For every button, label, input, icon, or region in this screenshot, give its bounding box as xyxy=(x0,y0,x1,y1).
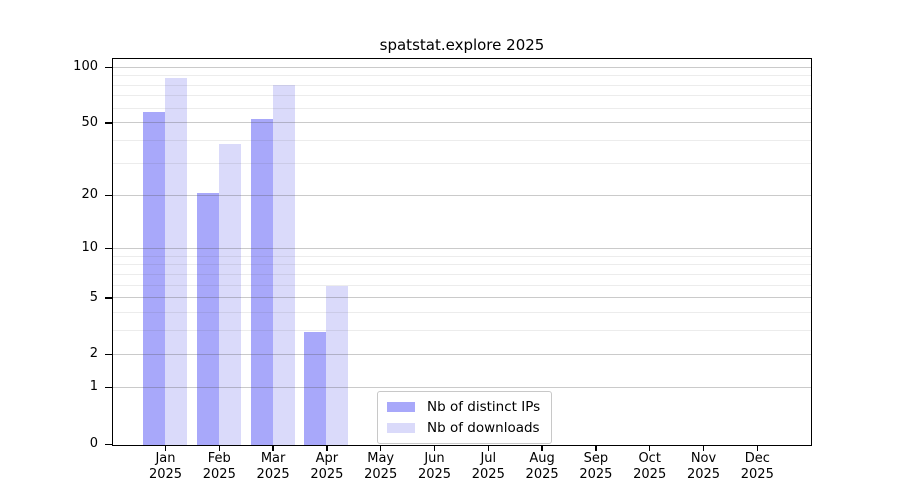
y-tick-label: 10 xyxy=(81,240,98,256)
x-tick xyxy=(541,446,543,451)
x-tick-year: 2025 xyxy=(202,467,236,482)
x-tick xyxy=(272,446,274,451)
x-tick-label: Nov 2025 xyxy=(672,451,736,483)
y-tick-label: 20 xyxy=(81,187,98,203)
x-tick-year: 2025 xyxy=(417,467,452,482)
x-tick-year: 2025 xyxy=(525,467,559,482)
x-tick xyxy=(487,446,490,451)
legend-label-distinct-ips: Nb of distinct IPs xyxy=(427,399,541,415)
x-tick-label: Oct 2025 xyxy=(618,451,682,483)
x-tick-year: 2025 xyxy=(148,467,183,482)
x-tick-year: 2025 xyxy=(740,467,774,482)
x-tick-label: Mar 2025 xyxy=(241,451,305,483)
y-tick-label: 1 xyxy=(89,379,98,395)
x-tick-month: Oct xyxy=(638,451,661,466)
legend-row-downloads: Nb of downloads xyxy=(387,420,540,436)
y-tick-label: 0 xyxy=(89,436,98,451)
x-tick-label: May 2025 xyxy=(349,451,413,483)
legend-label-downloads: Nb of downloads xyxy=(427,420,540,436)
x-tick-label: Jan 2025 xyxy=(134,451,198,483)
x-tick xyxy=(433,446,436,451)
y-tick xyxy=(105,443,112,445)
x-tick xyxy=(218,446,221,451)
y-tick xyxy=(105,66,112,69)
minor-gridline xyxy=(113,84,811,86)
y-tick xyxy=(105,297,112,299)
x-tick-label: Apr 2025 xyxy=(295,451,359,483)
x-tick xyxy=(702,446,705,451)
minor-gridline xyxy=(113,95,811,97)
plot-area xyxy=(112,58,812,446)
bar-downloads-apr xyxy=(326,286,349,445)
legend-swatch-downloads xyxy=(387,423,415,433)
y-tick xyxy=(105,194,112,197)
x-tick-label: Jun 2025 xyxy=(403,451,467,483)
minor-gridline xyxy=(113,163,811,165)
x-tick xyxy=(164,446,167,451)
x-tick-month: Jan xyxy=(155,451,176,466)
y-tick xyxy=(105,386,112,389)
bar-distinct-ips-feb xyxy=(196,192,219,445)
x-tick-year: 2025 xyxy=(310,467,344,482)
x-tick-month: Feb xyxy=(207,451,231,466)
x-tick-month: Aug xyxy=(529,451,555,466)
bar-downloads-mar xyxy=(272,85,295,445)
x-tick-year: 2025 xyxy=(686,467,721,482)
y-tick-label: 100 xyxy=(73,59,98,75)
x-tick-label: Sep 2025 xyxy=(564,451,628,483)
legend-row-distinct-ips: Nb of distinct IPs xyxy=(387,399,540,415)
x-tick xyxy=(379,446,382,451)
x-tick-month: Jun xyxy=(424,451,445,466)
y-tick xyxy=(105,122,112,124)
major-gridline xyxy=(113,122,811,124)
minor-gridline xyxy=(113,75,811,77)
minor-gridline xyxy=(113,140,811,142)
x-tick-month: Sep xyxy=(583,451,609,466)
x-tick-label: Jul 2025 xyxy=(456,451,520,483)
y-tick xyxy=(105,353,112,356)
bar-downloads-jan xyxy=(165,77,187,445)
x-tick-year: 2025 xyxy=(579,467,613,482)
x-tick xyxy=(756,446,759,451)
minor-gridline xyxy=(113,107,811,109)
bar-distinct-ips-jan xyxy=(143,112,165,445)
y-tick-label: 5 xyxy=(89,289,98,305)
x-tick-year: 2025 xyxy=(471,467,505,482)
legend-swatch-distinct-ips xyxy=(387,402,415,412)
x-tick-month: Jul xyxy=(480,451,497,466)
x-tick-month: Dec xyxy=(744,451,770,466)
x-tick xyxy=(595,446,597,451)
x-tick-year: 2025 xyxy=(633,467,667,482)
y-tick-label: 2 xyxy=(89,346,98,362)
x-tick-label: Dec 2025 xyxy=(725,451,789,483)
legend: Nb of distinct IPs Nb of downloads xyxy=(377,391,553,444)
x-tick-month: Nov xyxy=(690,451,717,466)
x-tick-month: Apr xyxy=(315,451,339,466)
x-tick-year: 2025 xyxy=(256,467,290,482)
x-tick xyxy=(326,446,328,451)
x-tick xyxy=(648,446,651,451)
bar-distinct-ips-apr xyxy=(304,331,327,445)
x-tick-month: Mar xyxy=(260,451,286,466)
y-tick xyxy=(105,247,112,250)
major-gridline xyxy=(113,66,811,68)
x-tick-year: 2025 xyxy=(364,467,398,482)
x-tick-label: Feb 2025 xyxy=(187,451,251,483)
bar-downloads-feb xyxy=(218,143,241,445)
y-tick-label: 50 xyxy=(81,114,98,130)
chart-title: spatstat.explore 2025 xyxy=(379,36,545,54)
bar-distinct-ips-mar xyxy=(250,119,273,445)
x-tick-label: Aug 2025 xyxy=(510,451,574,483)
x-tick-month: May xyxy=(367,451,395,466)
